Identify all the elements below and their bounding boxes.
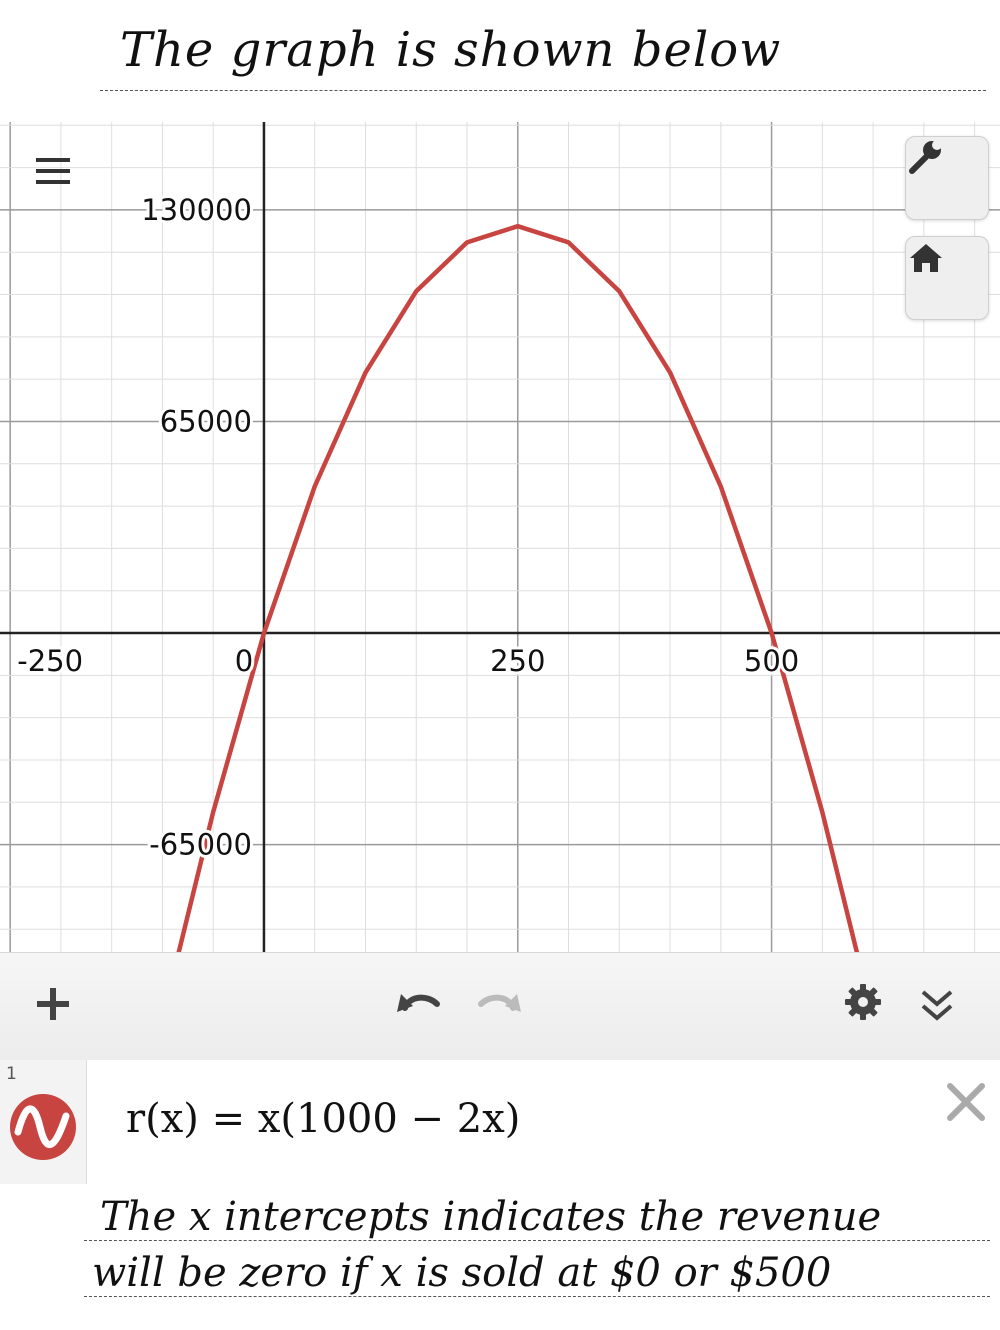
undo-button[interactable] bbox=[390, 977, 444, 1027]
gear-icon bbox=[845, 984, 881, 1020]
menu-button[interactable] bbox=[34, 152, 74, 192]
y-tick-label: 130000 bbox=[141, 193, 252, 227]
graph-color-icon[interactable] bbox=[8, 1092, 78, 1162]
redo-icon bbox=[478, 994, 521, 1012]
double-chevron-down-icon bbox=[921, 990, 953, 1021]
note-rule bbox=[84, 1240, 990, 1241]
y-tick-label: 65000 bbox=[160, 404, 252, 438]
top-note: The graph is shown below bbox=[0, 0, 1000, 122]
undo-icon bbox=[397, 994, 440, 1012]
hamburger-menu-icon bbox=[36, 158, 70, 184]
top-note-text: The graph is shown below bbox=[120, 22, 782, 78]
collapse-list-button[interactable] bbox=[912, 981, 962, 1031]
settings-button[interactable] bbox=[838, 977, 888, 1027]
note-rule bbox=[84, 1296, 990, 1297]
expression-gutter: 1 bbox=[0, 1060, 87, 1184]
x-tick-label: 250 bbox=[490, 644, 545, 678]
expression-toolbar bbox=[0, 952, 1000, 1062]
add-item-button[interactable] bbox=[28, 979, 78, 1029]
note-rule bbox=[100, 90, 986, 91]
tick-labels: -250 0 250 500 130000 65000 -65000 bbox=[14, 190, 802, 865]
axes bbox=[0, 122, 1000, 952]
curve-r-of-x bbox=[176, 223, 860, 952]
bottom-note-line-1: The x intercepts indicates the revenue bbox=[100, 1194, 882, 1240]
x-tick-label: -250 bbox=[17, 644, 83, 678]
expression-formula[interactable]: r(x) = x(1000 − 2x) bbox=[126, 1096, 521, 1142]
x-tick-label: 0 bbox=[235, 644, 253, 678]
graph-settings-button[interactable] bbox=[905, 136, 989, 220]
graph-canvas[interactable]: -250 0 250 500 130000 65000 -65000 bbox=[0, 122, 1000, 952]
plus-icon bbox=[37, 988, 69, 1020]
close-icon bbox=[947, 1083, 985, 1121]
bottom-note: The x intercepts indicates the revenue w… bbox=[0, 1184, 1000, 1330]
bottom-note-line-2: will be zero if x is sold at $0 or $500 bbox=[92, 1250, 832, 1296]
curve-layer bbox=[176, 223, 860, 952]
y-tick-label: -65000 bbox=[149, 828, 252, 862]
redo-button[interactable] bbox=[474, 977, 528, 1027]
graph-svg[interactable]: -250 0 250 500 130000 65000 -65000 bbox=[0, 122, 1000, 952]
wrench-icon bbox=[909, 140, 942, 174]
delete-expression-button[interactable] bbox=[944, 1080, 988, 1124]
x-tick-label: 500 bbox=[744, 644, 799, 678]
home-button[interactable] bbox=[905, 236, 989, 320]
home-icon bbox=[910, 244, 942, 272]
expression-row[interactable]: 1 r(x) = x(1000 − 2x) bbox=[0, 1060, 1000, 1184]
expression-index: 1 bbox=[6, 1064, 17, 1084]
